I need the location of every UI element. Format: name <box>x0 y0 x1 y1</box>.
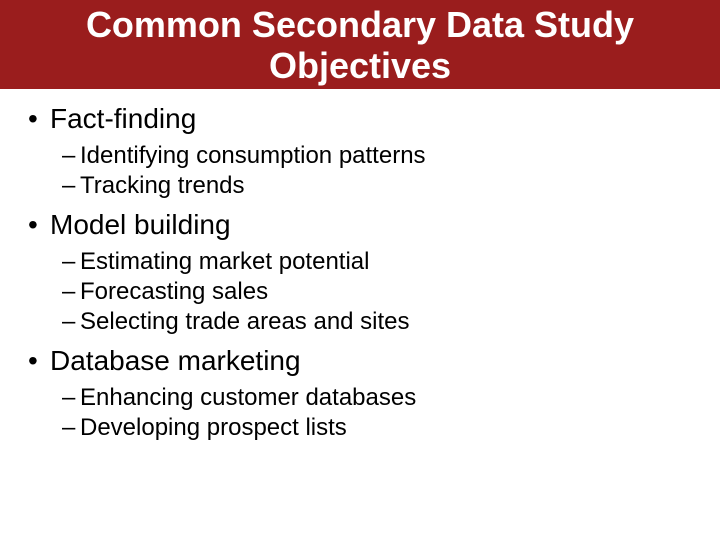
sub-item-label: Identifying consumption patterns <box>80 142 426 169</box>
sub-item: – Forecasting sales <box>20 277 700 307</box>
sublist-fact-finding: – Identifying consumption patterns – Tra… <box>20 141 700 201</box>
sub-item: – Tracking trends <box>20 171 700 201</box>
sub-item: – Selecting trade areas and sites <box>20 307 700 337</box>
bullet-dot-icon: • <box>28 345 38 377</box>
dash-icon: – <box>62 247 75 277</box>
sub-item-label: Forecasting sales <box>80 278 268 305</box>
bullet-fact-finding: • Fact-finding <box>20 103 700 135</box>
sub-item-label: Estimating market potential <box>80 248 369 275</box>
dash-icon: – <box>62 141 75 171</box>
sub-item: – Enhancing customer databases <box>20 383 700 413</box>
sublist-database-marketing: – Enhancing customer databases – Develop… <box>20 383 700 443</box>
dash-icon: – <box>62 171 75 201</box>
dash-icon: – <box>62 413 75 443</box>
bullet-model-building: • Model building <box>20 209 700 241</box>
slide-title: Common Secondary Data Study Objectives <box>0 0 720 89</box>
dash-icon: – <box>62 383 75 413</box>
sub-item-label: Enhancing customer databases <box>80 384 416 411</box>
bullet-label: Database marketing <box>50 345 301 376</box>
sub-item-label: Developing prospect lists <box>80 414 347 441</box>
sub-item-label: Selecting trade areas and sites <box>80 308 410 335</box>
sub-item-label: Tracking trends <box>80 172 245 199</box>
bullet-database-marketing: • Database marketing <box>20 345 700 377</box>
bullet-dot-icon: • <box>28 103 38 135</box>
bullet-dot-icon: • <box>28 209 38 241</box>
dash-icon: – <box>62 277 75 307</box>
sub-item: – Estimating market potential <box>20 247 700 277</box>
sublist-model-building: – Estimating market potential – Forecast… <box>20 247 700 337</box>
bullet-label: Model building <box>50 209 231 240</box>
bullet-label: Fact-finding <box>50 103 196 134</box>
dash-icon: – <box>62 307 75 337</box>
slide-body: • Fact-finding – Identifying consumption… <box>0 89 720 443</box>
sub-item: – Developing prospect lists <box>20 413 700 443</box>
sub-item: – Identifying consumption patterns <box>20 141 700 171</box>
